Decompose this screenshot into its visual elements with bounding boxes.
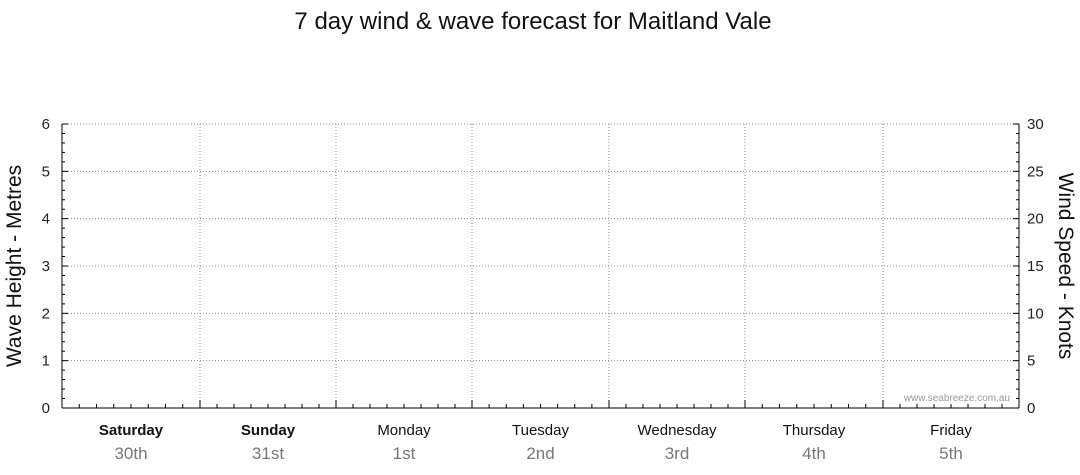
left-tick-label: 0: [42, 400, 50, 417]
left-axis-title: Wave Height - Metres: [3, 165, 26, 367]
day-label: Wednesday: [638, 422, 717, 439]
left-tick-label: 2: [42, 305, 50, 322]
left-tick-label: 1: [42, 353, 50, 370]
right-tick-label: 20: [1027, 211, 1044, 228]
day-labels: Saturday 30th Sunday 31st Monday 1st Tuesday 2n…: [99, 422, 972, 463]
date-label: 1st: [393, 444, 416, 463]
chart-title: 7 day wind & wave forecast for Maitland …: [294, 8, 771, 35]
left-tick-label: 5: [42, 163, 50, 180]
day-label: Tuesday: [512, 422, 569, 439]
right-tick-label: 5: [1027, 353, 1035, 370]
right-axis-ticks: 0 5 10 15 20 25 30: [1027, 116, 1044, 417]
day-label: Monday: [377, 422, 431, 439]
date-label: 31st: [252, 444, 284, 463]
day-label: Saturday: [99, 422, 164, 439]
left-axis-ticks: 0 1 2 3 4 5 6: [42, 116, 50, 417]
right-tick-label: 15: [1027, 258, 1044, 275]
grid: [62, 123, 1019, 408]
right-axis-title: Wind Speed - Knots: [1054, 173, 1077, 360]
axes: [61, 123, 1020, 409]
right-tick-label: 25: [1027, 163, 1044, 180]
date-label: 4th: [802, 444, 826, 463]
watermark: www.seabreeze.com.au: [903, 393, 1010, 404]
left-tick-label: 3: [42, 258, 50, 275]
left-tick-label: 4: [42, 211, 50, 228]
date-label: 30th: [114, 444, 147, 463]
date-label: 5th: [939, 444, 963, 463]
right-tick-label: 0: [1027, 400, 1035, 417]
right-tick-label: 10: [1027, 305, 1044, 322]
left-tick-label: 6: [42, 116, 50, 133]
day-label: Thursday: [783, 422, 846, 439]
day-label: Sunday: [241, 422, 296, 439]
right-tick-label: 30: [1027, 116, 1044, 133]
date-label: 2nd: [526, 444, 554, 463]
date-label: 3rd: [665, 444, 690, 463]
day-label: Friday: [930, 422, 972, 439]
